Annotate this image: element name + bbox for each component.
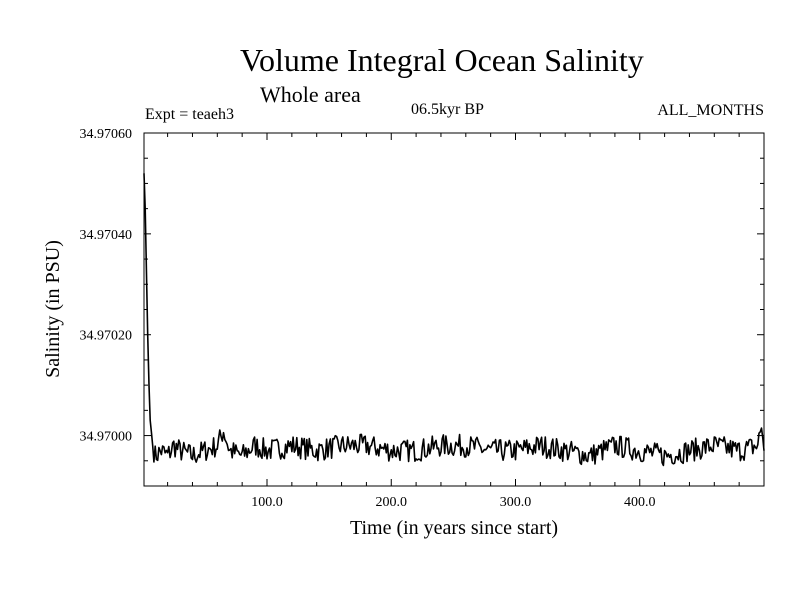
y-tick-label: 34.97020 bbox=[80, 329, 133, 344]
y-axis-label: Salinity (in PSU) bbox=[42, 240, 64, 378]
x-tick-label: 400.0 bbox=[624, 495, 656, 510]
x-tick-label: 100.0 bbox=[251, 495, 283, 510]
period-label: 06.5kyr BP bbox=[411, 101, 484, 118]
chart-title: Volume Integral Ocean Salinity bbox=[240, 42, 644, 78]
x-tick-label: 300.0 bbox=[500, 495, 532, 510]
x-axis-label: Time (in years since start) bbox=[350, 517, 558, 539]
plot-frame bbox=[143, 132, 765, 487]
months-label: ALL_MONTHS bbox=[657, 102, 764, 119]
x-tick-label: 200.0 bbox=[376, 495, 408, 510]
experiment-label: Expt = teaeh3 bbox=[145, 106, 234, 123]
y-tick-label: 34.97040 bbox=[80, 228, 133, 243]
chart-subtitle: Whole area bbox=[260, 82, 361, 107]
y-tick-label: 34.97060 bbox=[80, 127, 133, 142]
series-line-salinity bbox=[143, 173, 765, 467]
y-tick-label: 34.97000 bbox=[80, 430, 133, 445]
